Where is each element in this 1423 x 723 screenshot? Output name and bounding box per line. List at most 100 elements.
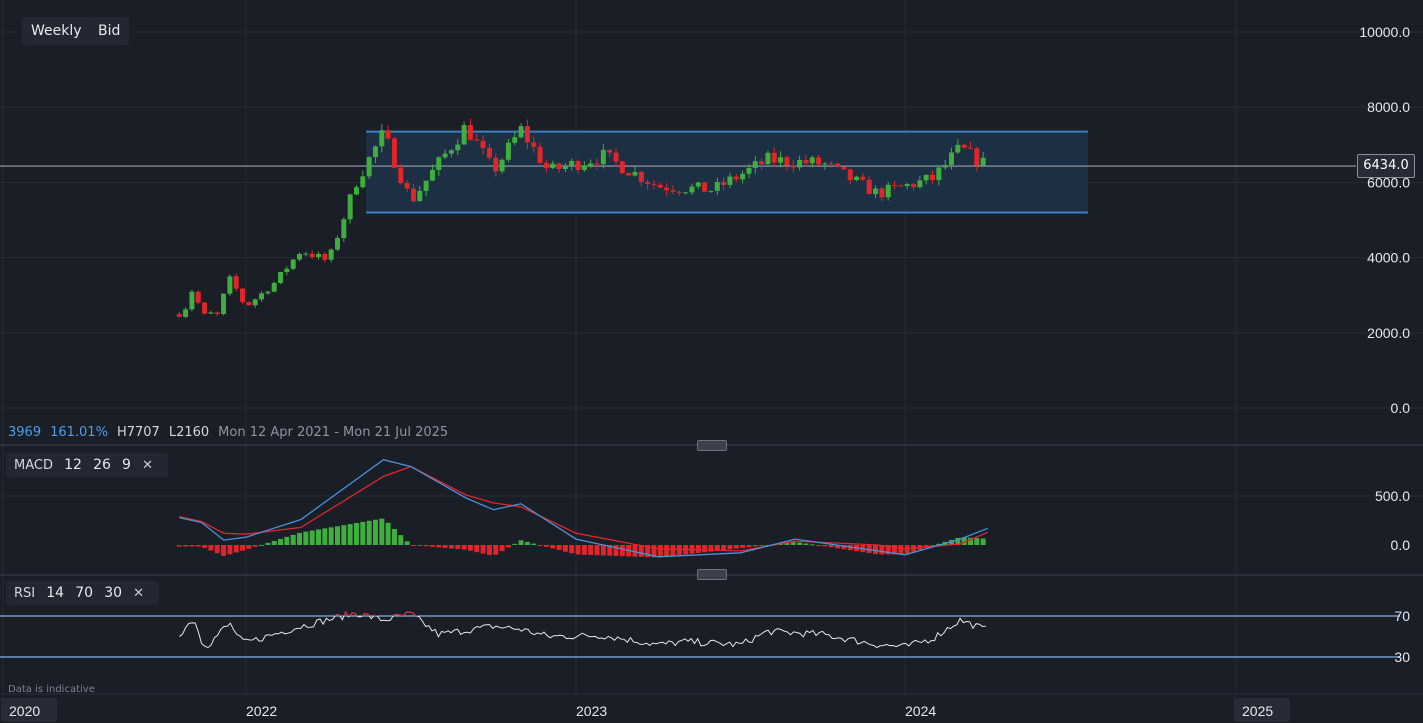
candle-body bbox=[746, 167, 752, 174]
macd-histogram-bar bbox=[955, 537, 961, 545]
candle-body bbox=[879, 188, 885, 198]
macd-histogram-bar bbox=[619, 545, 625, 557]
macd-histogram-bar bbox=[892, 545, 898, 555]
macd-remove-icon[interactable]: ✕ bbox=[142, 458, 154, 473]
rsi-upper-param[interactable]: 70 bbox=[75, 585, 94, 601]
candle bbox=[702, 182, 708, 192]
macd-histogram-bar bbox=[657, 545, 663, 558]
macd-histogram-bar bbox=[214, 545, 220, 554]
candle bbox=[467, 118, 473, 141]
macd-histogram-bar bbox=[670, 545, 676, 556]
rsi-remove-icon[interactable]: ✕ bbox=[133, 586, 145, 601]
candle-body bbox=[949, 152, 955, 165]
candle-body bbox=[607, 149, 613, 153]
candle bbox=[372, 145, 378, 164]
candle bbox=[613, 148, 619, 168]
macd-histogram-bar bbox=[316, 529, 322, 545]
candle-body bbox=[448, 150, 454, 154]
candle-body bbox=[398, 167, 404, 184]
candle bbox=[297, 252, 303, 262]
rsi-axis-tick: 30 bbox=[1394, 649, 1410, 665]
candle bbox=[866, 176, 872, 195]
rsi-pane-resize-handle[interactable] bbox=[697, 569, 727, 580]
candle-body bbox=[847, 169, 853, 181]
candle-body bbox=[436, 157, 442, 170]
macd-histogram-bar bbox=[221, 545, 227, 556]
macd-histogram-bar bbox=[328, 527, 334, 545]
candle bbox=[455, 139, 461, 156]
macd-histogram-bar bbox=[752, 545, 758, 547]
macd-histogram-bar bbox=[809, 544, 815, 546]
macd-histogram-bar bbox=[968, 537, 973, 545]
candle bbox=[524, 119, 530, 150]
candle bbox=[645, 179, 651, 190]
macd-histogram-bar bbox=[379, 518, 385, 545]
macd-pane-resize-handle[interactable] bbox=[697, 440, 727, 451]
time-axis-tick: 2022 bbox=[246, 703, 277, 719]
candle bbox=[740, 170, 746, 184]
candle-body bbox=[284, 268, 290, 273]
rsi-lower-param[interactable]: 30 bbox=[104, 585, 123, 601]
candle-body bbox=[543, 162, 549, 168]
macd-histogram-bar bbox=[195, 545, 201, 547]
candle-body bbox=[619, 161, 625, 174]
price-axis-tick: 10000.0 bbox=[1359, 24, 1410, 40]
macd-histogram-bar bbox=[467, 545, 473, 551]
macd-histogram-bar bbox=[816, 545, 822, 546]
price-axis-tick: 2000.0 bbox=[1367, 325, 1410, 341]
candle bbox=[569, 158, 575, 171]
candle-body bbox=[499, 159, 505, 172]
interval-button[interactable]: Weekly bbox=[22, 17, 91, 45]
candle bbox=[322, 252, 328, 263]
macd-histogram-bar bbox=[303, 531, 309, 545]
candle bbox=[980, 151, 986, 168]
candle-body bbox=[664, 187, 670, 191]
macd-fast-param[interactable]: 12 bbox=[64, 457, 82, 473]
low-value: 2160 bbox=[176, 425, 210, 440]
rsi-period-param[interactable]: 14 bbox=[46, 585, 65, 601]
candle-body bbox=[904, 184, 910, 187]
macd-legend: MACD 12 26 9 ✕ bbox=[6, 453, 169, 477]
time-axis-bg bbox=[0, 697, 1423, 723]
macd-histogram-bar bbox=[645, 545, 651, 558]
macd-slow-param[interactable]: 26 bbox=[93, 457, 111, 473]
macd-histogram-bar bbox=[803, 543, 809, 545]
macd-histogram-bar bbox=[790, 542, 796, 545]
candle-body bbox=[860, 176, 866, 180]
candle bbox=[892, 180, 898, 190]
candle bbox=[664, 183, 670, 196]
candle-body bbox=[562, 166, 568, 169]
macd-histogram-bar bbox=[822, 545, 828, 547]
change-value: 3969 bbox=[8, 425, 42, 440]
macd-histogram-bar bbox=[246, 545, 252, 549]
candle bbox=[828, 161, 834, 168]
macd-histogram-bar bbox=[176, 545, 182, 547]
candle-body bbox=[493, 157, 499, 172]
candle bbox=[410, 183, 416, 203]
candle-body bbox=[581, 165, 587, 170]
macd-histogram-bar bbox=[240, 545, 246, 551]
macd-histogram-bar bbox=[309, 530, 315, 545]
macd-signal-param[interactable]: 9 bbox=[122, 457, 131, 473]
candle-body bbox=[379, 130, 385, 147]
candle bbox=[366, 156, 372, 180]
candle bbox=[442, 149, 448, 160]
price-type-button[interactable]: Bid bbox=[89, 17, 130, 45]
candle bbox=[284, 266, 290, 276]
candle bbox=[708, 190, 714, 194]
candle-body bbox=[885, 184, 891, 198]
macd-histogram-bar bbox=[556, 545, 562, 551]
candle bbox=[417, 185, 423, 202]
price-stats: 3969 161.01% H7707 L2160 Mon 12 Apr 2021 - M… bbox=[8, 425, 457, 440]
macd-histogram-bar bbox=[227, 545, 233, 555]
candle-body bbox=[423, 180, 429, 191]
candle-body bbox=[227, 276, 233, 294]
candle bbox=[518, 123, 524, 139]
candle bbox=[347, 193, 353, 224]
candle bbox=[183, 307, 189, 319]
candle bbox=[202, 302, 208, 315]
candle-body bbox=[322, 253, 328, 260]
candle-body bbox=[518, 126, 524, 138]
macd-histogram-bar bbox=[930, 545, 936, 546]
